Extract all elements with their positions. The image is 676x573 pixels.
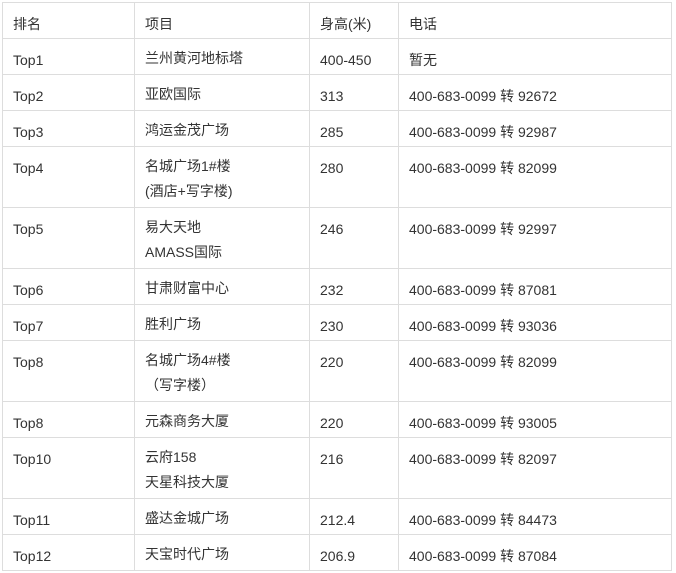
project-cell: 易大天地 AMASS国际 [134, 207, 310, 269]
phone-cell: 400-683-0099 转 82099 [398, 340, 672, 402]
project-name-line: 元森商务大厦 [145, 413, 229, 429]
height-cell: 206.9 [309, 534, 399, 571]
phone-cell: 400-683-0099 转 87084 [398, 534, 672, 571]
height-cell: 280 [309, 146, 399, 208]
height-cell: 230 [309, 304, 399, 341]
project-name-line: 云府158 [145, 449, 197, 465]
table-header-row: 排名 项目 身高(米) 电话 [2, 2, 672, 39]
table-row: Top11 盛达金城广场 212.4 400-683-0099 转 84473 [2, 498, 672, 535]
project-cell: 名城广场4#楼 （写字楼） [134, 340, 310, 402]
phone-cell: 400-683-0099 转 82099 [398, 146, 672, 208]
project-name-line: 甘肃财富中心 [145, 280, 229, 296]
project-name-line: 易大天地 [145, 219, 201, 235]
height-cell: 246 [309, 207, 399, 269]
project-cell: 盛达金城广场 [134, 498, 310, 535]
height-cell: 212.4 [309, 498, 399, 535]
table-row: Top5 易大天地 AMASS国际 246 400-683-0099 转 92997 [2, 207, 672, 269]
header-height: 身高(米) [309, 2, 399, 39]
project-name-line: 天宝时代广场 [145, 546, 229, 562]
height-cell: 220 [309, 340, 399, 402]
project-name-line: （写字楼） [145, 377, 215, 393]
project-cell: 天宝时代广场 [134, 534, 310, 571]
project-cell: 兰州黄河地标塔 [134, 38, 310, 75]
project-name-line: 天星科技大厦 [145, 474, 229, 490]
table-row: Top1 兰州黄河地标塔 400-450 暂无 [2, 38, 672, 75]
project-cell: 胜利广场 [134, 304, 310, 341]
header-rank: 排名 [2, 2, 135, 39]
height-cell: 285 [309, 110, 399, 147]
table-row: Top8 名城广场4#楼 （写字楼） 220 400-683-0099 转 82099 [2, 340, 672, 402]
project-cell: 甘肃财富中心 [134, 268, 310, 305]
project-name-line: 名城广场1#楼 [145, 158, 231, 174]
rank-cell: Top11 [2, 498, 135, 535]
project-cell: 亚欧国际 [134, 74, 310, 111]
project-cell: 元森商务大厦 [134, 401, 310, 438]
phone-cell: 400-683-0099 转 93005 [398, 401, 672, 438]
rank-cell: Top12 [2, 534, 135, 571]
rank-cell: Top7 [2, 304, 135, 341]
phone-cell: 400-683-0099 转 92987 [398, 110, 672, 147]
height-cell: 232 [309, 268, 399, 305]
header-project: 项目 [134, 2, 310, 39]
project-cell: 鸿运金茂广场 [134, 110, 310, 147]
rank-cell: Top8 [2, 401, 135, 438]
project-name-line: 鸿运金茂广场 [145, 122, 229, 138]
phone-cell: 400-683-0099 转 92997 [398, 207, 672, 269]
rank-cell: Top8 [2, 340, 135, 402]
rank-cell: Top1 [2, 38, 135, 75]
table-row: Top7 胜利广场 230 400-683-0099 转 93036 [2, 304, 672, 341]
phone-cell: 400-683-0099 转 92672 [398, 74, 672, 111]
table-row: Top12 天宝时代广场 206.9 400-683-0099 转 87084 [2, 534, 672, 571]
table-row: Top2 亚欧国际 313 400-683-0099 转 92672 [2, 74, 672, 111]
phone-cell: 400-683-0099 转 82097 [398, 437, 672, 499]
height-cell: 400-450 [309, 38, 399, 75]
project-cell: 名城广场1#楼 (酒店+写字楼) [134, 146, 310, 208]
phone-cell: 400-683-0099 转 87081 [398, 268, 672, 305]
project-name-line: 亚欧国际 [145, 86, 201, 102]
height-cell: 216 [309, 437, 399, 499]
phone-cell: 400-683-0099 转 84473 [398, 498, 672, 535]
phone-cell: 暂无 [398, 38, 672, 75]
table-row: Top8 元森商务大厦 220 400-683-0099 转 93005 [2, 401, 672, 438]
rank-cell: Top3 [2, 110, 135, 147]
table-row: Top6 甘肃财富中心 232 400-683-0099 转 87081 [2, 268, 672, 305]
rank-cell: Top6 [2, 268, 135, 305]
table-row: Top10 云府158 天星科技大厦 216 400-683-0099 转 82097 [2, 437, 672, 499]
project-name-line: (酒店+写字楼) [145, 183, 233, 199]
table-row: Top3 鸿运金茂广场 285 400-683-0099 转 92987 [2, 110, 672, 147]
project-cell: 云府158 天星科技大厦 [134, 437, 310, 499]
project-name-line: AMASS国际 [145, 244, 223, 260]
height-cell: 313 [309, 74, 399, 111]
rank-cell: Top10 [2, 437, 135, 499]
phone-cell: 400-683-0099 转 93036 [398, 304, 672, 341]
rank-cell: Top5 [2, 207, 135, 269]
header-phone: 电话 [398, 2, 672, 39]
project-name-line: 盛达金城广场 [145, 510, 229, 526]
project-name-line: 兰州黄河地标塔 [145, 50, 243, 66]
height-cell: 220 [309, 401, 399, 438]
project-name-line: 名城广场4#楼 [145, 352, 231, 368]
table-row: Top4 名城广场1#楼 (酒店+写字楼) 280 400-683-0099 转 820… [2, 146, 672, 208]
project-name-line: 胜利广场 [145, 316, 201, 332]
rank-cell: Top4 [2, 146, 135, 208]
rank-cell: Top2 [2, 74, 135, 111]
